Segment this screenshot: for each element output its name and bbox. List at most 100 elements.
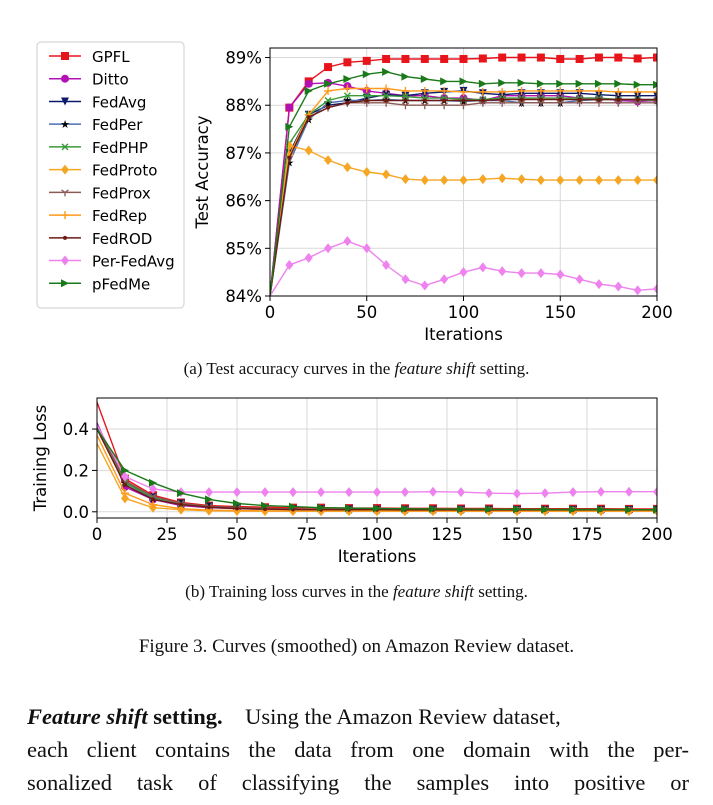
paragraph-line-2: each client contains the data from one d… (27, 737, 689, 762)
data-point (513, 488, 521, 499)
data-point (324, 96, 332, 104)
data-point (635, 97, 640, 102)
data-point (594, 53, 603, 62)
data-point (420, 102, 429, 110)
data-point (343, 236, 352, 247)
data-point (121, 471, 129, 482)
data-point (362, 84, 371, 93)
data-point (614, 175, 623, 186)
training-loss-chart: ★★★★★★★★★★★★★★★★★★★★ 0 25 50 75 100 125 150 175 2… (31, 397, 673, 566)
data-point (440, 175, 449, 186)
data-point (345, 100, 350, 105)
y-axis-label: Test Accuracy (193, 115, 212, 229)
data-point (343, 84, 352, 93)
test-accuracy-chart: ★★★★★★★★★★★★★★★★★★★★05010015020084%85%86… (36, 41, 673, 344)
data-point (440, 77, 449, 86)
data-point (401, 274, 410, 285)
data-point (556, 86, 565, 95)
legend-label: FedProx (92, 184, 151, 202)
data-point (575, 79, 584, 88)
data-point (536, 86, 545, 95)
data-point (345, 504, 353, 513)
x-tick-label: 100 (361, 525, 393, 544)
data-point (263, 507, 267, 512)
subfigure-caption-b: (b) Training loss curves in the feature … (0, 582, 713, 602)
data-point (461, 98, 466, 103)
data-point (304, 252, 313, 263)
data-point (596, 97, 601, 102)
legend-marker (61, 211, 69, 220)
paragraph-line-3: sonalized task of classifying the sample… (27, 770, 689, 795)
x-axis-label: Iterations (338, 547, 417, 566)
legend-label: FedPHP (92, 139, 148, 157)
data-point (594, 175, 603, 186)
data-point (517, 78, 526, 87)
figure-caption: Figure 3. Curves (smoothed) on Amazon Re… (138, 636, 575, 657)
legend-item: FedPHP (49, 139, 148, 157)
data-point (594, 79, 603, 88)
series-Per-FedAvg (270, 236, 657, 296)
data-point (541, 505, 549, 514)
data-point (556, 269, 565, 280)
data-point (616, 97, 621, 102)
data-point (261, 487, 269, 498)
data-point: ★ (284, 156, 294, 169)
y-tick-label: 86% (225, 192, 262, 211)
y-tick-label: 85% (225, 239, 262, 258)
data-point (614, 281, 623, 292)
data-point (517, 99, 526, 107)
data-point (440, 274, 449, 285)
data-point (459, 54, 468, 63)
data-point (459, 102, 468, 110)
data-point (653, 80, 657, 89)
y-tick-label: 0.0 (63, 503, 89, 522)
data-point (653, 486, 657, 497)
data-point (306, 115, 311, 120)
data-point (287, 155, 292, 160)
legend-label: GPFL (92, 48, 130, 66)
legend-item: FedProx (49, 184, 151, 202)
data-point (401, 102, 410, 110)
data-point (633, 54, 642, 63)
data-point (401, 174, 410, 185)
legend-marker (61, 189, 69, 197)
data-point (556, 79, 565, 88)
data-point (382, 67, 391, 76)
data-point (324, 79, 333, 88)
data-point (149, 478, 157, 487)
data-point (625, 486, 633, 497)
ticks: 0 25 50 75 100 125 150 175 200 0.0 0.2 0.4 (63, 420, 673, 544)
data-point (653, 505, 657, 514)
data-point (382, 54, 391, 63)
data-point (536, 175, 545, 186)
data-point (594, 86, 603, 95)
data-point (517, 174, 526, 185)
legend-label: FedProto (92, 162, 157, 180)
caption-b-suffix: setting. (474, 582, 528, 601)
data-point (401, 504, 409, 513)
paragraph-line-1-text: Using the Amazon Review dataset, (245, 704, 561, 729)
data-point (382, 84, 391, 93)
caption-a-prefix: (a) Test accuracy curves in the (183, 359, 395, 378)
data-point (121, 489, 129, 498)
legend-item: GPFL (49, 48, 130, 66)
data-point (575, 175, 584, 186)
data-point (538, 97, 543, 102)
data-point: ★ (323, 97, 333, 110)
data-point (429, 504, 437, 513)
data-point (420, 75, 429, 83)
data-point (324, 86, 333, 95)
legend-label: FedPer (92, 116, 143, 134)
x-tick-label: 75 (297, 525, 318, 544)
plot-area: ★★★★★★★★★★★★★★★★★★★★ (97, 401, 657, 517)
data-point (420, 280, 429, 291)
data-point (478, 174, 487, 185)
data-point (362, 243, 371, 254)
legend-marker (61, 74, 69, 83)
x-tick-label: 125 (431, 525, 463, 544)
data-point (569, 505, 577, 514)
data-point (364, 98, 369, 103)
series-FedAvg (270, 86, 657, 296)
data-point (373, 487, 381, 498)
data-point (633, 80, 642, 89)
